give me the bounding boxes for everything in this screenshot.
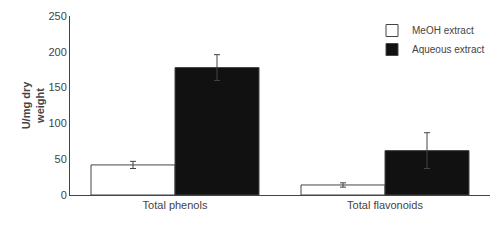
svg-text:MeOH extract: MeOH extract: [412, 25, 474, 36]
svg-text:150: 150: [48, 81, 66, 93]
svg-text:50: 50: [55, 153, 67, 165]
svg-text:0: 0: [61, 189, 67, 201]
svg-text:Total phenols: Total phenols: [143, 199, 208, 211]
svg-text:U/mg dryweight: U/mg dryweight: [20, 81, 46, 130]
svg-text:Total flavonoids: Total flavonoids: [347, 199, 423, 211]
svg-text:Aqueous extract: Aqueous extract: [412, 44, 484, 55]
svg-text:100: 100: [48, 117, 66, 129]
svg-text:250: 250: [48, 10, 66, 22]
svg-text:200: 200: [48, 46, 66, 58]
